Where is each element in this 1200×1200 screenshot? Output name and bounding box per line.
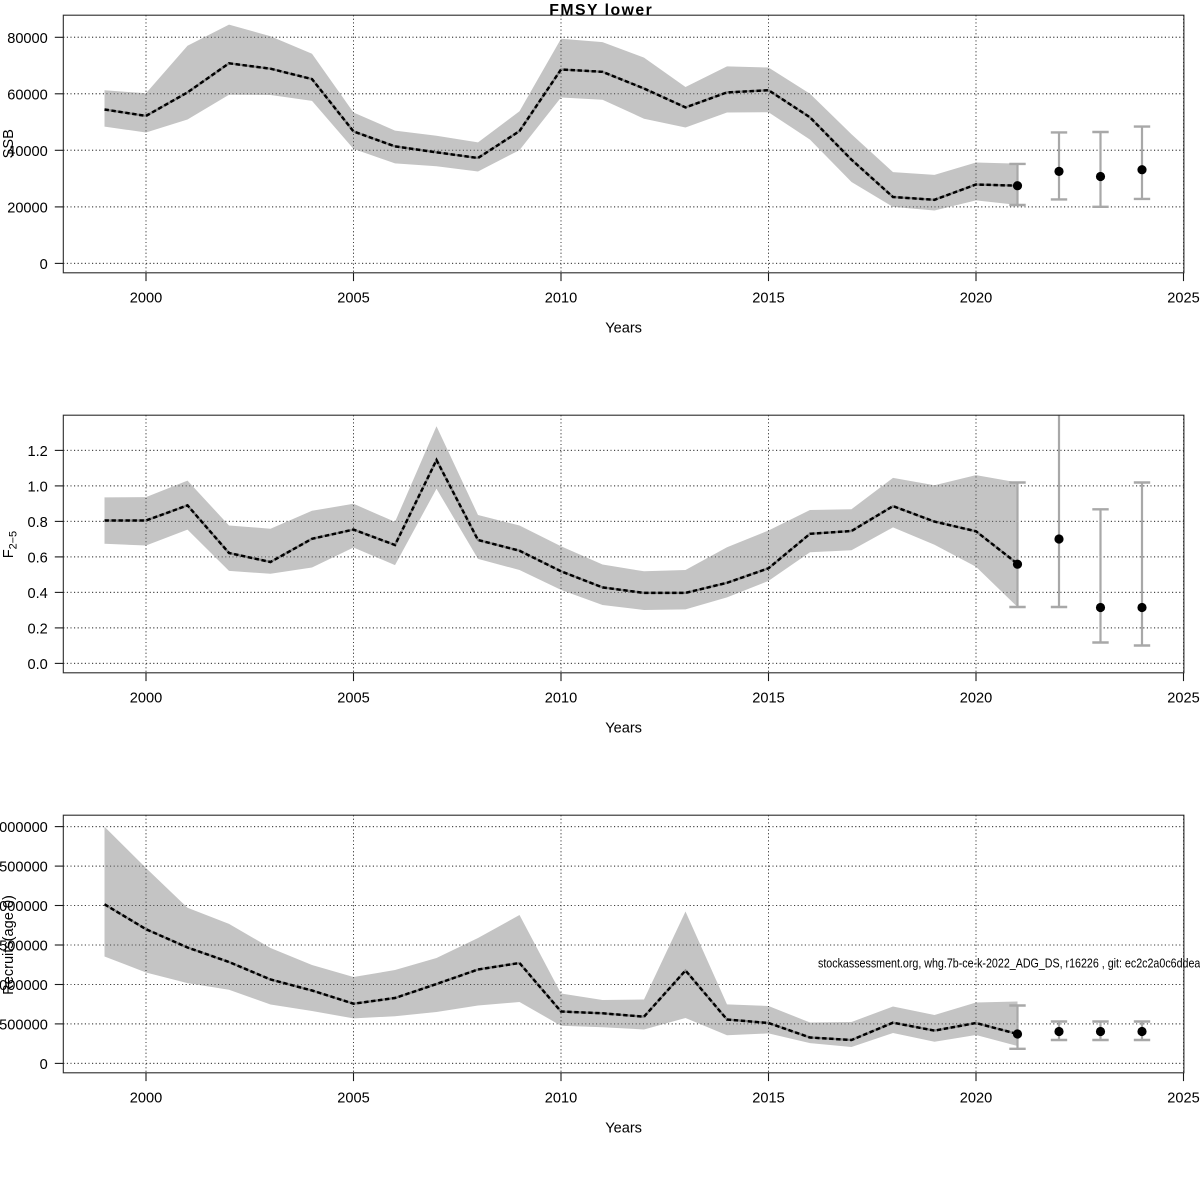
svg-text:40000: 40000	[7, 144, 48, 160]
svg-text:Recruits(age 0): Recruits(age 0)	[1, 895, 17, 995]
svg-text:2005: 2005	[337, 291, 369, 307]
svg-text:0: 0	[40, 257, 48, 273]
svg-text:stockassessment.org, whg.7b-ce: stockassessment.org, whg.7b-ce-k-2022_AD…	[818, 955, 1200, 970]
svg-text:2020: 2020	[960, 691, 992, 707]
svg-text:Years: Years	[605, 320, 642, 336]
svg-text:Years: Years	[605, 1120, 642, 1136]
svg-text:0.2: 0.2	[28, 621, 48, 637]
svg-text:1.2: 1.2	[28, 444, 48, 460]
svg-text:2020: 2020	[960, 291, 992, 307]
svg-text:2005: 2005	[337, 1091, 369, 1107]
svg-text:2000: 2000	[130, 691, 162, 707]
svg-text:FMSY lower: FMSY lower	[549, 2, 652, 19]
svg-text:2010: 2010	[545, 691, 577, 707]
svg-text:2000: 2000	[130, 1091, 162, 1107]
svg-text:0.4: 0.4	[28, 586, 48, 602]
svg-text:2010: 2010	[545, 1091, 577, 1107]
svg-text:Years: Years	[605, 720, 642, 736]
svg-text:2025: 2025	[1167, 1091, 1199, 1107]
svg-text:2025: 2025	[1167, 291, 1199, 307]
svg-text:500000: 500000	[0, 1017, 48, 1033]
svg-text:1500000: 1500000	[0, 939, 48, 955]
svg-text:2010: 2010	[545, 291, 577, 307]
svg-text:2020: 2020	[960, 1091, 992, 1107]
svg-text:1.0: 1.0	[28, 479, 48, 495]
svg-text:2005: 2005	[337, 691, 369, 707]
svg-text:0.6: 0.6	[28, 550, 48, 566]
svg-text:2025: 2025	[1167, 691, 1199, 707]
svg-text:2500000: 2500000	[0, 860, 48, 876]
svg-text:0: 0	[40, 1057, 48, 1073]
svg-text:2015: 2015	[752, 691, 784, 707]
svg-text:3000000: 3000000	[0, 820, 48, 836]
svg-text:2015: 2015	[752, 291, 784, 307]
svg-text:80000: 80000	[7, 31, 48, 47]
svg-text:2000000: 2000000	[0, 899, 48, 915]
svg-text:20000: 20000	[7, 200, 48, 216]
svg-text:0.0: 0.0	[28, 657, 48, 673]
svg-text:0.8: 0.8	[28, 515, 48, 531]
svg-text:1000000: 1000000	[0, 978, 48, 994]
svg-text:60000: 60000	[7, 87, 48, 103]
svg-text:2015: 2015	[752, 1091, 784, 1107]
svg-text:SSB: SSB	[1, 129, 17, 158]
svg-text:2000: 2000	[130, 291, 162, 307]
